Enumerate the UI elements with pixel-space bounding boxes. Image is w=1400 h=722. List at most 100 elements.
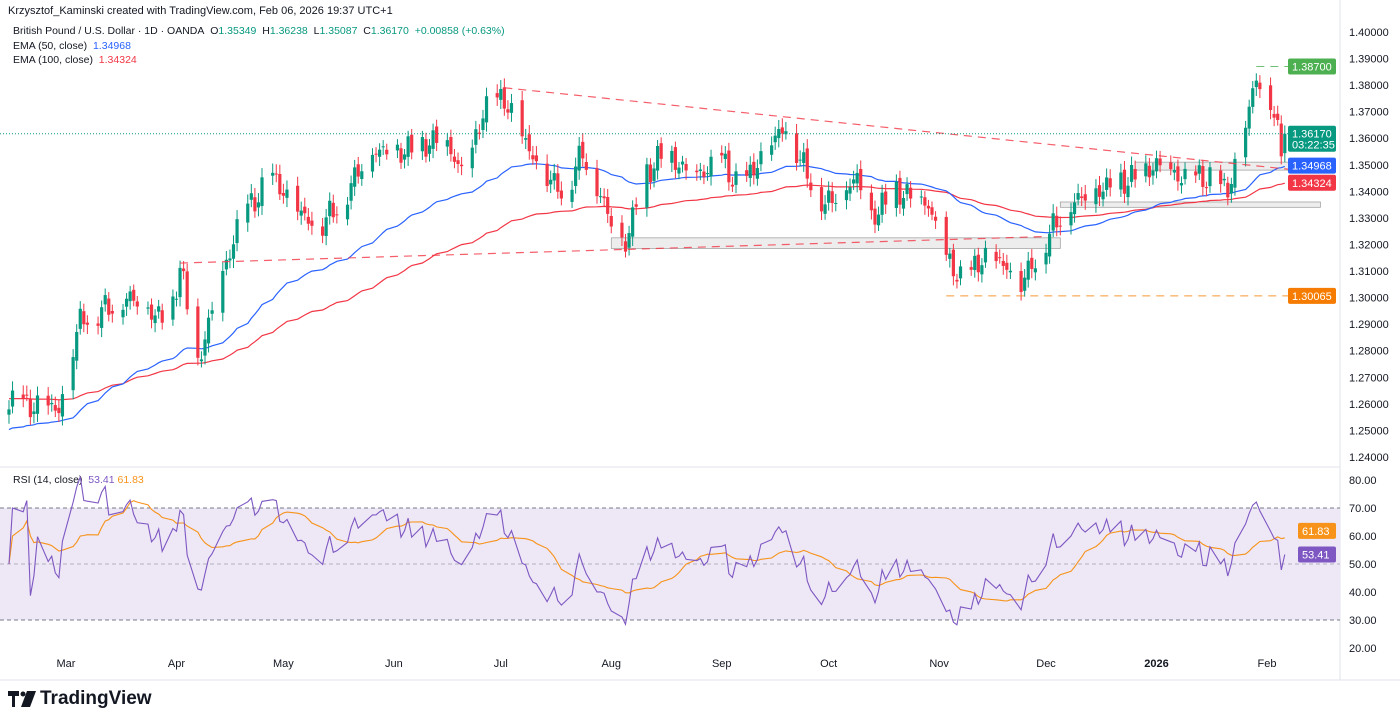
candle-body [10, 390, 15, 407]
candle-body [1179, 183, 1184, 186]
candle-body [1144, 163, 1148, 177]
candle-body [909, 187, 913, 199]
support-zone [610, 237, 1061, 249]
rsi-value-label-bg [1298, 522, 1336, 539]
candle-body [827, 190, 831, 203]
candle-body [1033, 268, 1037, 273]
candle-body [1097, 185, 1102, 197]
ema50-legend[interactable]: EMA (50, close) 1.34968 [13, 40, 131, 53]
candle-body [955, 279, 959, 282]
candle-body [948, 253, 952, 259]
tradingview-logo-icon [8, 691, 36, 707]
candle-body [1019, 271, 1023, 292]
high-value: 1.36238 [269, 25, 308, 37]
candle-body [652, 168, 656, 181]
candle-body [1283, 133, 1287, 154]
candle-body [449, 136, 453, 155]
candle-body [331, 202, 335, 218]
level-label-bg [1288, 58, 1336, 75]
candle-body [381, 146, 385, 148]
candle-body [121, 309, 125, 318]
candle-body [320, 226, 325, 236]
candle-body [1219, 170, 1223, 185]
candle-body [410, 134, 414, 153]
candle-body [171, 296, 175, 320]
price-tick-label: 1.33000 [1349, 213, 1389, 225]
candle-body [228, 258, 232, 261]
candle-body [606, 197, 610, 214]
candle-body [631, 207, 635, 237]
candle-body [698, 169, 702, 172]
candle-body [260, 177, 264, 206]
candle-body [28, 398, 32, 418]
candle-body [424, 139, 428, 157]
candle-body [1108, 178, 1112, 188]
rsi-band [0, 508, 1340, 620]
candle-body [1204, 187, 1209, 189]
price-tick-label: 1.38000 [1349, 80, 1389, 92]
candle-body [598, 196, 603, 198]
candle-body [353, 167, 357, 187]
candle-body [310, 220, 314, 226]
price-tick-label: 1.25000 [1349, 425, 1389, 437]
candle-body [534, 155, 539, 162]
price-tick-label: 1.24000 [1349, 452, 1389, 464]
candle-body [249, 193, 253, 200]
candle-body [595, 168, 599, 197]
candle-body [75, 331, 79, 361]
trendline [504, 87, 1310, 173]
candle-body [884, 191, 888, 205]
candle-body [324, 217, 328, 236]
candle-body [1094, 188, 1098, 205]
rsi-tick-label: 60.00 [1349, 531, 1377, 543]
candle-body [752, 161, 756, 176]
candle-body [484, 96, 489, 123]
candle-body [385, 149, 389, 155]
candle-body [256, 202, 261, 208]
candle-body [431, 130, 435, 149]
candle-body [798, 159, 802, 161]
candle-body [830, 191, 834, 204]
ema100-label: EMA (100, close) [13, 54, 93, 66]
candle-body [271, 172, 275, 176]
candle-body [474, 129, 478, 145]
candle-body [174, 298, 179, 300]
candle-body [695, 170, 699, 173]
candle-body [82, 311, 86, 325]
candle-body [794, 133, 799, 163]
rsi-tick-label: 80.00 [1349, 475, 1377, 487]
rsi-legend[interactable]: RSI (14, close) 53.41 61.83 [13, 474, 144, 487]
candle-body [221, 270, 225, 313]
time-tick-label: Aug [601, 658, 621, 670]
candle-body [328, 200, 332, 217]
candle-body [435, 126, 439, 143]
candle-body [727, 150, 731, 183]
price-tick-label: 1.31000 [1349, 266, 1389, 278]
rsi-tick-label: 50.00 [1349, 559, 1377, 571]
candle-body [655, 146, 660, 171]
candle-body [103, 295, 107, 305]
candle-body [1058, 225, 1062, 227]
candle-body [584, 162, 588, 170]
candle-body [745, 170, 749, 176]
candle-body [994, 251, 998, 262]
candle-body [1268, 85, 1273, 111]
candle-body [1176, 166, 1180, 182]
candle-body [898, 177, 902, 205]
ema100-legend[interactable]: EMA (100, close) 1.34324 [13, 54, 137, 67]
candle-body [53, 405, 57, 411]
candle-body [100, 307, 104, 328]
candle-body [509, 103, 514, 113]
tradingview-logo: TradingView [8, 688, 152, 710]
price-label: 1.34324 [1292, 178, 1332, 190]
high-label: H [262, 25, 270, 37]
candle-body [1254, 80, 1258, 88]
candle-body [851, 179, 856, 184]
rsi-label: RSI (14, close) [13, 474, 83, 486]
candle-body [609, 215, 613, 227]
price-tick-label: 1.35000 [1349, 160, 1389, 172]
candle-body [702, 171, 706, 177]
candle-body [7, 409, 11, 415]
open-label: O [210, 25, 219, 37]
